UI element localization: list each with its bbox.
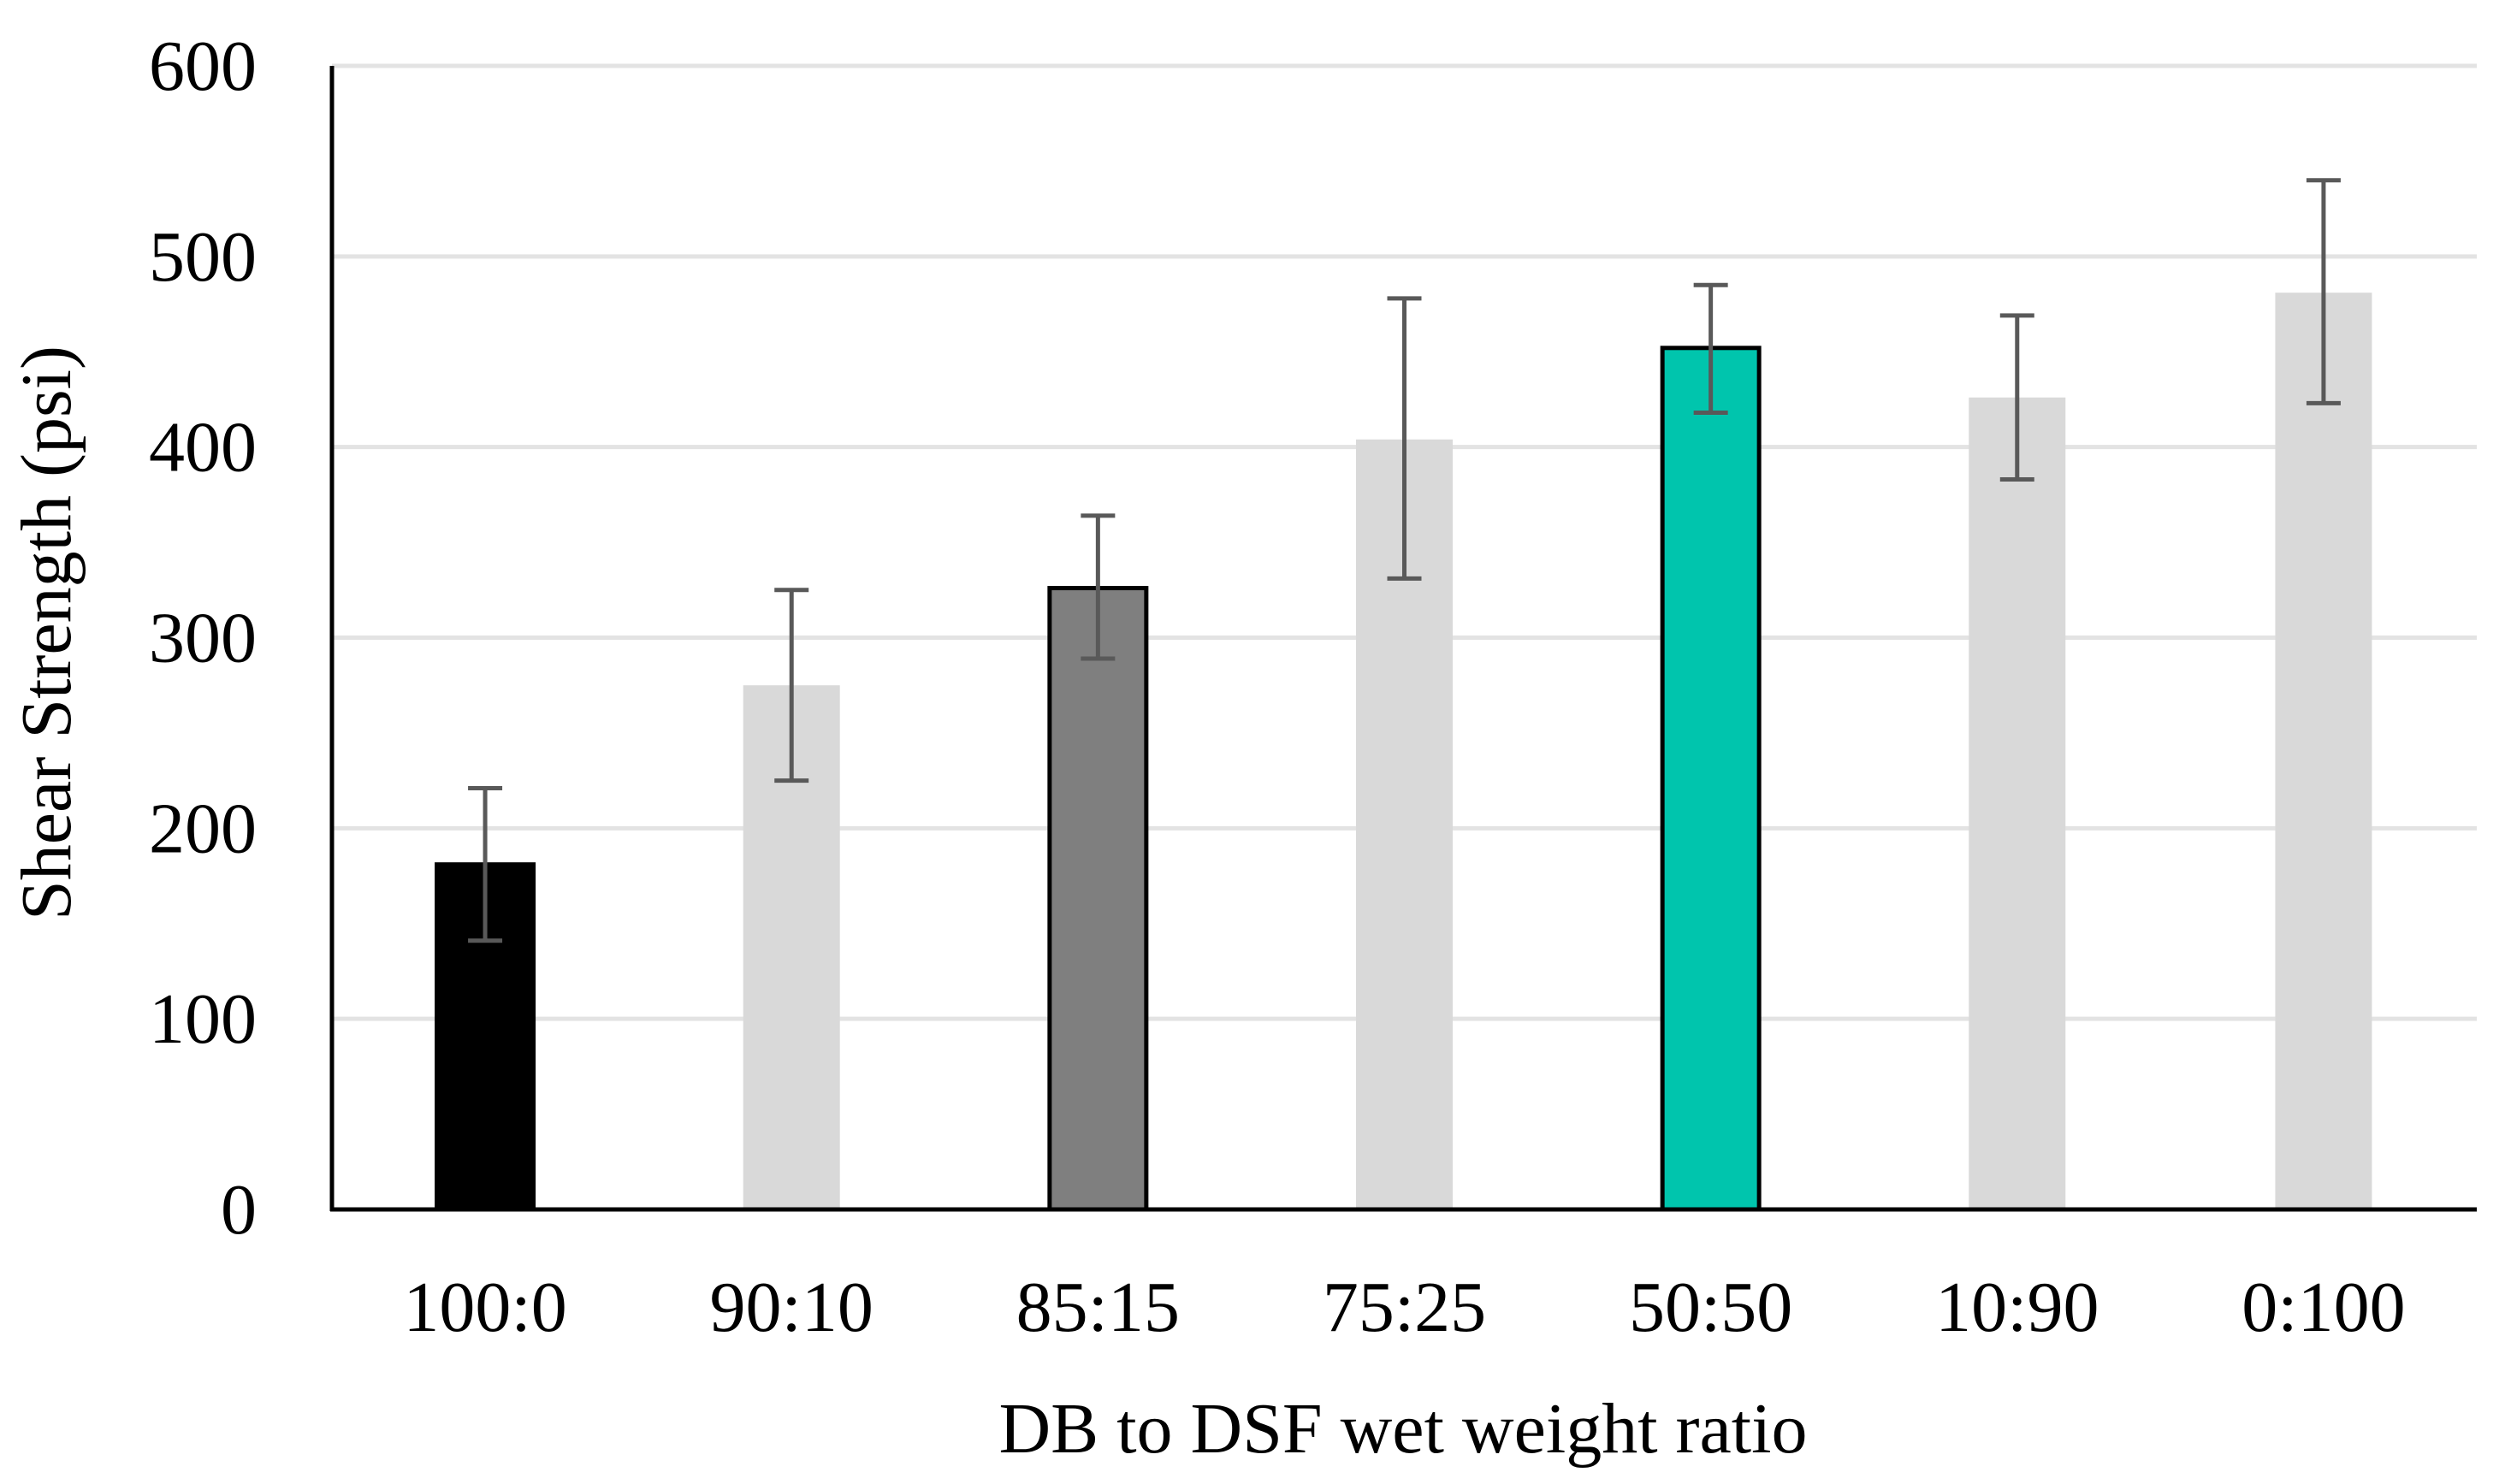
bar-0-100 — [2275, 293, 2372, 1210]
bars — [435, 293, 2372, 1212]
error-bar-0-100 — [2306, 178, 2341, 405]
y-tick-label: 200 — [149, 789, 257, 868]
bar-10-90 — [1969, 397, 2066, 1210]
y-tick-label: 100 — [149, 979, 257, 1059]
bar-50-50 — [1660, 346, 1762, 1212]
error-bar-100-0 — [468, 786, 503, 943]
x-tick-label: 10:90 — [1935, 1268, 2099, 1347]
x-tick-label: 0:100 — [2241, 1268, 2405, 1347]
bar-85-15 — [1047, 586, 1149, 1212]
y-tick-label: 500 — [149, 217, 257, 297]
x-tick-label: 85:15 — [1016, 1268, 1180, 1347]
y-tick-label: 400 — [149, 408, 257, 488]
x-tick-label: 50:50 — [1629, 1268, 1792, 1347]
y-axis-title: Shear Strength (psi) — [7, 346, 86, 920]
x-tick-label: 100:0 — [403, 1268, 566, 1347]
x-axis-title: DB to DSF wet weight ratio — [999, 1389, 1808, 1469]
error-bar-50-50 — [1693, 282, 1728, 416]
x-tick-label: 75:25 — [1323, 1268, 1486, 1347]
axes — [329, 66, 2477, 1212]
x-tick-labels: 100:0 90:10 85:15 75:25 50:50 10:90 0:100 — [403, 1268, 2405, 1347]
error-bars — [468, 178, 2341, 943]
y-tick-label: 600 — [149, 27, 257, 106]
error-bar-10-90 — [1999, 313, 2034, 482]
error-bar-85-15 — [1081, 513, 1116, 661]
y-tick-labels: 0 100 200 300 400 500 600 — [149, 27, 257, 1250]
y-tick-label: 300 — [149, 599, 257, 678]
y-tick-label: 0 — [221, 1170, 257, 1250]
error-bar-75-25 — [1387, 296, 1422, 581]
x-tick-label: 90:10 — [710, 1268, 873, 1347]
error-bar-90-10 — [774, 588, 809, 783]
